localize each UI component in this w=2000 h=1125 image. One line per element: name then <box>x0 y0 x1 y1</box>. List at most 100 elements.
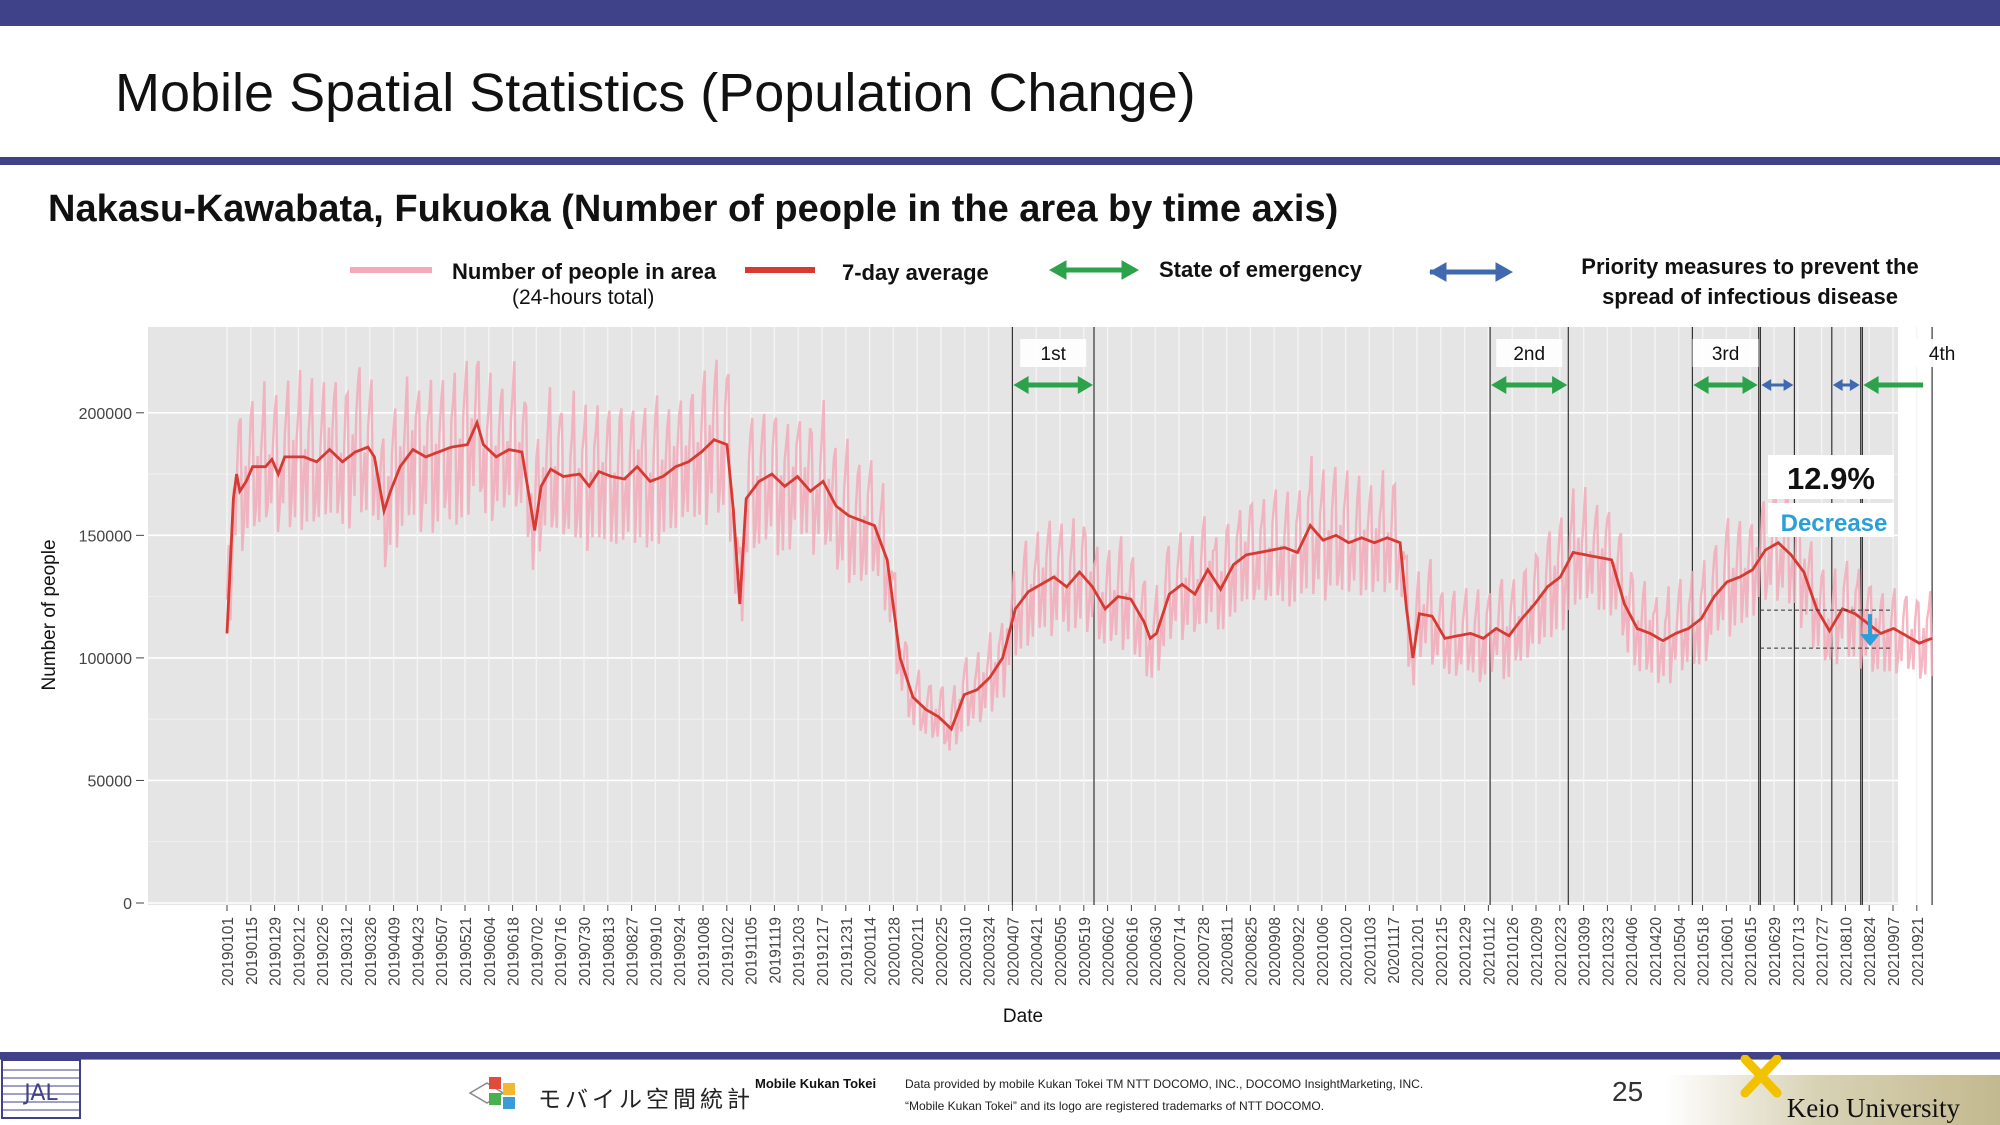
x-tick-label: 20190702 <box>529 917 546 986</box>
x-tick-label: 20210629 <box>1767 917 1784 986</box>
y-axis-ticks: 0 50000 100000 150000 200000 <box>79 406 144 913</box>
legend-swatches <box>350 260 1514 282</box>
x-tick-label: 20200908 <box>1267 917 1284 986</box>
x-tick-label: 20191203 <box>791 917 808 986</box>
institute-logo-icon: JAL <box>1 1059 81 1119</box>
x-tick-label: 20200407 <box>1005 917 1022 986</box>
x-tick-label: 20190312 <box>339 917 356 986</box>
x-tick-label: 20200114 <box>863 917 880 985</box>
x-tick-label: 20191008 <box>696 917 713 986</box>
x-tick-label: 20200519 <box>1077 917 1094 986</box>
x-tick-label: 20190409 <box>387 917 404 986</box>
mobile-kukan-cube-icon <box>468 1077 515 1109</box>
x-tick-label: 20200602 <box>1101 917 1118 986</box>
x-tick-label: 20201215 <box>1434 917 1451 986</box>
x-tick-label: 20190212 <box>291 917 308 986</box>
x-tick-label: 20200728 <box>1196 917 1213 986</box>
x-tick-label: 20200421 <box>1029 917 1046 986</box>
y-axis-label: Number of people <box>39 539 60 690</box>
x-tick-label: 20210112 <box>1481 917 1498 985</box>
emergency-arrow <box>1013 376 1093 394</box>
x-tick-label: 20190827 <box>625 917 642 986</box>
legend-priority-line-1: Priority measures to prevent the <box>1581 254 1919 279</box>
x-tick-label: 20210406 <box>1624 917 1641 986</box>
mobile-kukan-logo-text: モバイル空間統計 <box>538 1086 754 1112</box>
emergency-arrow <box>1693 376 1758 394</box>
x-tick-label: 20210420 <box>1648 917 1665 986</box>
y-tick-label: 0 <box>123 896 132 913</box>
x-tick-label: 20190507 <box>434 917 451 986</box>
annotation-value-bg <box>1768 455 1894 499</box>
x-tick-label: 20191022 <box>720 917 737 986</box>
footer-brand: Mobile Kukan Tokei <box>755 1076 877 1091</box>
x-tick-label: 20200324 <box>982 917 999 986</box>
svg-text:JAL: JAL <box>22 1081 58 1106</box>
decrease-annotation: 12.9% Decrease <box>1760 455 1894 649</box>
x-tick-label: 20201117 <box>1386 917 1403 984</box>
y-tick-label: 150000 <box>79 528 132 545</box>
period-badge-bg <box>1496 339 1563 367</box>
x-tick-label: 20200225 <box>934 917 951 986</box>
footer-bar-shadow <box>0 1059 2000 1060</box>
legend-emergency-label: State of emergency <box>1159 257 1362 282</box>
x-tick-label: 20201103 <box>1362 917 1379 985</box>
slide-title: Mobile Spatial Statistics (Population Ch… <box>115 63 1196 123</box>
x-tick-label: 20191231 <box>839 917 856 986</box>
x-tick-label: 20190129 <box>268 917 285 986</box>
x-tick-label: 20190924 <box>672 917 689 986</box>
x-tick-label: 20210323 <box>1600 917 1617 986</box>
x-tick-label: 20201020 <box>1339 917 1356 986</box>
x-tick-label: 20210824 <box>1862 917 1879 986</box>
population-chart: 0 50000 100000 150000 200000 20190101 2019011… <box>39 327 1976 1027</box>
x-tick-label: 20190618 <box>506 917 523 986</box>
period-badges: 1st 2nd 3rd 4th <box>1013 339 1976 394</box>
x-tick-label: 20190910 <box>648 917 665 986</box>
period-badge-bg <box>1020 339 1087 367</box>
y-tick-label: 50000 <box>88 773 133 790</box>
annotation-value: 12.9% <box>1787 461 1875 496</box>
x-tick-label: 20210223 <box>1553 917 1570 986</box>
priority-measures-arrow <box>1832 379 1860 391</box>
x-tick-label: 20191105 <box>744 917 761 985</box>
period-badge-bg <box>1909 339 1976 367</box>
x-tick-label: 20191119 <box>767 917 784 984</box>
slide-subtitle: Nakasu-Kawabata, Fukuoka (Number of peop… <box>48 188 1339 230</box>
x-tick-label: 20210907 <box>1886 917 1903 986</box>
x-tick-label: 20200922 <box>1291 917 1308 986</box>
y-tick-label: 100000 <box>79 651 132 668</box>
x-tick-label: 20200825 <box>1243 917 1260 986</box>
annotation-text: Decrease <box>1781 510 1888 537</box>
footer-bar <box>0 1052 2000 1059</box>
x-tick-label: 20190101 <box>220 917 237 986</box>
title-divider <box>0 157 2000 165</box>
x-tick-label: 20201201 <box>1410 917 1427 986</box>
x-tick-label: 20191217 <box>815 917 832 986</box>
x-tick-label: 20201006 <box>1315 917 1332 986</box>
footer-credit-2: “Mobile Kukan Tokei” and its logo are re… <box>905 1099 1325 1113</box>
x-tick-label: 20190226 <box>315 917 332 986</box>
x-tick-label: 20210921 <box>1910 917 1927 986</box>
legend-daily-label: Number of people in area <box>452 259 717 284</box>
footer-credit-1: Data provided by mobile Kukan Tokei TM N… <box>905 1077 1424 1091</box>
x-tick-label: 20200811 <box>1220 917 1237 985</box>
emergency-arrow <box>1863 376 1924 394</box>
keio-pen-emblem-icon <box>1740 1055 1782 1098</box>
legend-priority-label: Priority measures to prevent the spread … <box>1555 254 1945 310</box>
x-tick-label: 20190326 <box>363 917 380 986</box>
x-axis-label: Date <box>1003 1006 1043 1027</box>
x-tick-label: 20210126 <box>1505 917 1522 986</box>
x-tick-label: 20210518 <box>1696 917 1713 986</box>
x-tick-label: 20210209 <box>1529 917 1546 986</box>
x-tick-label: 20200714 <box>1172 917 1189 986</box>
legend-daily-sub: (24-hours total) <box>512 286 655 309</box>
x-tick-label: 20210727 <box>1815 917 1832 986</box>
period-badge-label: 4th <box>1929 344 1955 365</box>
period-badge-label: 3rd <box>1712 344 1739 365</box>
period-badge-label: 2nd <box>1513 344 1545 365</box>
emergency-arrow <box>1491 376 1568 394</box>
x-tick-label: 20200128 <box>886 917 903 986</box>
top-brand-bar <box>0 0 2000 26</box>
x-tick-label: 20200630 <box>1148 917 1165 986</box>
x-tick-label: 20200616 <box>1124 917 1141 986</box>
y-tick-label: 200000 <box>79 406 132 423</box>
